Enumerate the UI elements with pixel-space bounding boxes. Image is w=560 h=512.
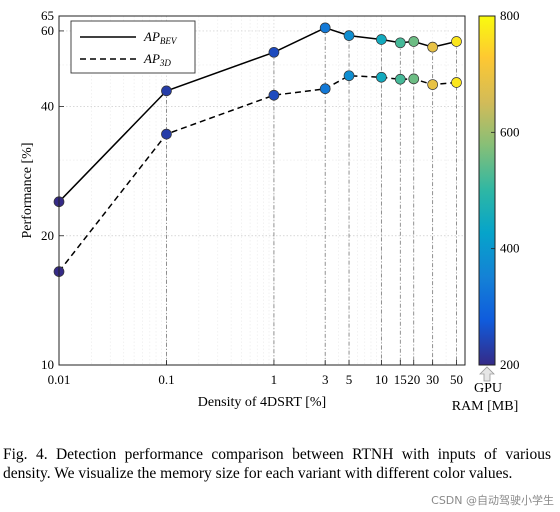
data-point <box>319 83 331 95</box>
data-point <box>408 73 420 85</box>
x-tick-label: 10 <box>375 372 388 387</box>
y-tick-label: 10 <box>41 357 54 372</box>
data-point <box>161 85 172 97</box>
x-tick-label: 5 <box>346 372 353 387</box>
watermark: CSDN @自动驾驶小学生 <box>431 494 554 507</box>
series-line-0 <box>58 26 457 203</box>
data-point <box>376 34 387 45</box>
y-tick-label: 60 <box>41 23 54 38</box>
x-tick-label: 0.1 <box>158 372 174 387</box>
x-tick-label: 20 <box>407 372 420 387</box>
data-point <box>319 22 331 34</box>
data-point <box>343 70 355 82</box>
data-point <box>394 73 406 85</box>
data-point <box>408 36 420 47</box>
data-point <box>343 30 355 41</box>
colorbar: 200 400 600 800 GPU RAM [MB] <box>452 8 520 414</box>
x-tick-label: 1 <box>271 372 278 387</box>
plot-frame <box>58 15 466 366</box>
data-point <box>427 79 439 90</box>
legend-label-subscript: BEV <box>160 36 178 46</box>
x-tick-label: 30 <box>426 372 439 387</box>
legend-label-subscript: 3D <box>159 58 172 68</box>
colorbar-tick-label: 800 <box>500 8 520 23</box>
colorbar-tick-label: 600 <box>500 124 520 139</box>
x-tick-label: 0.01 <box>48 372 71 387</box>
data-point <box>451 36 462 47</box>
colorbar-tick-label: 400 <box>500 241 520 256</box>
colorbar-tick-label: 200 <box>500 357 520 372</box>
figure-caption: Fig. 4. Detection performance comparison… <box>3 446 551 482</box>
data-point <box>394 37 406 49</box>
data-point <box>268 89 280 101</box>
data-point <box>268 46 280 58</box>
legend-box <box>70 20 196 74</box>
colorbar-arrow-icon <box>479 366 495 382</box>
x-axis-label: Density of 4DSRT [%] <box>198 395 326 410</box>
data-point <box>161 128 172 140</box>
x-tick-label: 3 <box>322 372 329 387</box>
y-tick-label: 40 <box>41 99 54 114</box>
x-tick-label: 15 <box>394 372 407 387</box>
colorbar-ticks: 200 400 600 800 <box>491 8 520 372</box>
x-tick-labels: 0.01 0.1 1 3 5 10 15 20 30 50 <box>48 360 463 387</box>
y-tick-label: 65 <box>41 8 54 23</box>
x-tick-label: 50 <box>450 372 463 387</box>
colorbar-label-line2: RAM [MB] <box>452 399 519 414</box>
series-line-1 <box>58 74 457 273</box>
colorbar-gradient <box>478 15 496 366</box>
series-layer <box>58 26 457 273</box>
y-axis-label: Performance [%] <box>20 142 35 238</box>
colorbar-label-line1: GPU <box>474 381 502 396</box>
y-tick-label: 20 <box>41 228 54 243</box>
data-point <box>376 71 387 83</box>
data-point <box>451 77 462 88</box>
data-point <box>427 41 439 53</box>
